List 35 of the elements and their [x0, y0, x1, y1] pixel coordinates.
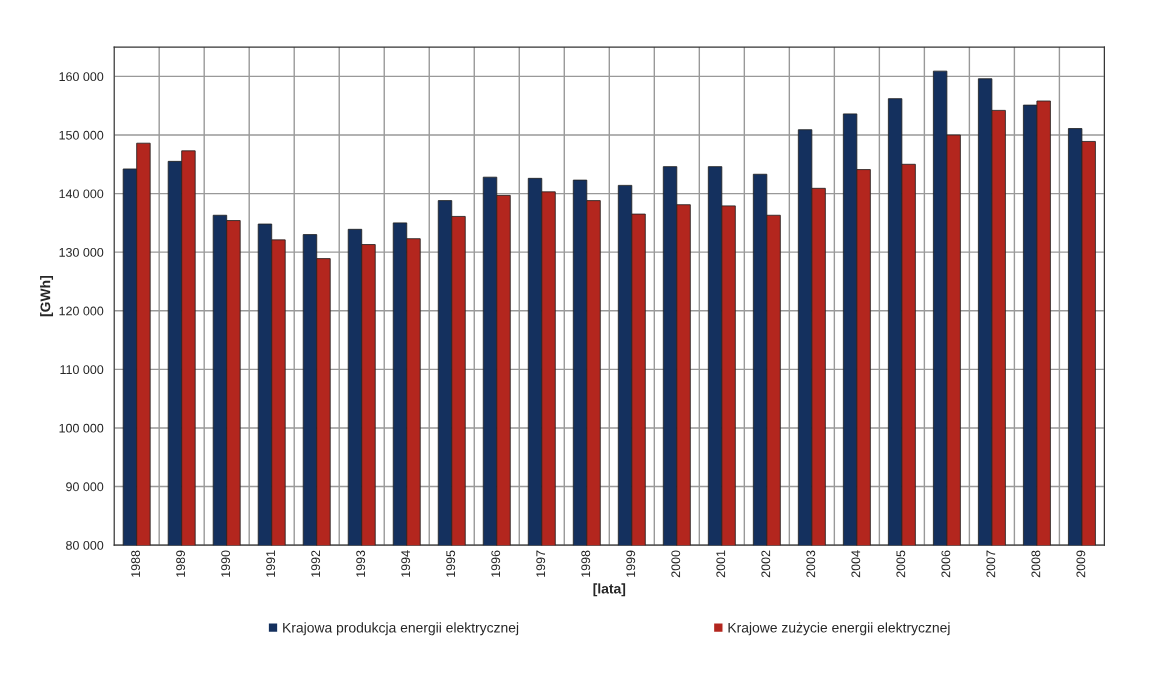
x-tick-label: 1996	[491, 550, 501, 577]
x-tick-label: 1990	[221, 550, 231, 577]
y-tick-label: 150 000	[59, 130, 104, 140]
x-tick-label: 2005	[896, 550, 906, 578]
x-tick-label: 2000	[671, 550, 681, 578]
x-tick-label: 1991	[266, 550, 276, 577]
legend-label: Krajowe zużycie energii elektrycznej	[728, 622, 950, 636]
y-axis-title: [GWh]	[40, 276, 54, 317]
x-tick-label: 1995	[446, 550, 456, 577]
x-tick-label: 2009	[1076, 550, 1086, 578]
x-tick-label: 1989	[176, 550, 186, 577]
x-tick-label: 2004	[851, 550, 861, 578]
x-tick-label: 2003	[806, 550, 816, 578]
x-tick-label: 1998	[581, 550, 591, 577]
x-tick-label: 1993	[356, 550, 366, 577]
y-tick-label: 90 000	[66, 482, 104, 492]
y-tick-label: 110 000	[60, 365, 104, 375]
y-tick-label: 130 000	[59, 247, 104, 257]
legend-label: Krajowa produkcja energii elektrycznej	[283, 622, 519, 636]
x-tick-label: 2008	[1031, 550, 1041, 578]
x-tick-label: 1992	[311, 550, 321, 577]
x-axis-title: [lata]	[593, 583, 626, 597]
y-tick-label: 120 000	[59, 306, 104, 316]
x-tick-label: 1988	[131, 550, 141, 577]
y-tick-label: 140 000	[59, 189, 104, 199]
x-tick-label: 2006	[941, 550, 951, 578]
y-tick-label: 100 000	[59, 423, 104, 433]
x-tick-label: 1994	[401, 550, 411, 577]
y-tick-label: 80 000	[66, 540, 104, 550]
x-tick-label: 2002	[761, 550, 771, 578]
x-tick-label: 1999	[626, 550, 636, 577]
x-tick-label: 1997	[536, 550, 546, 577]
y-tick-label: 160 000	[59, 72, 104, 82]
x-tick-label: 2007	[986, 550, 996, 578]
x-tick-label: 2001	[716, 550, 726, 578]
